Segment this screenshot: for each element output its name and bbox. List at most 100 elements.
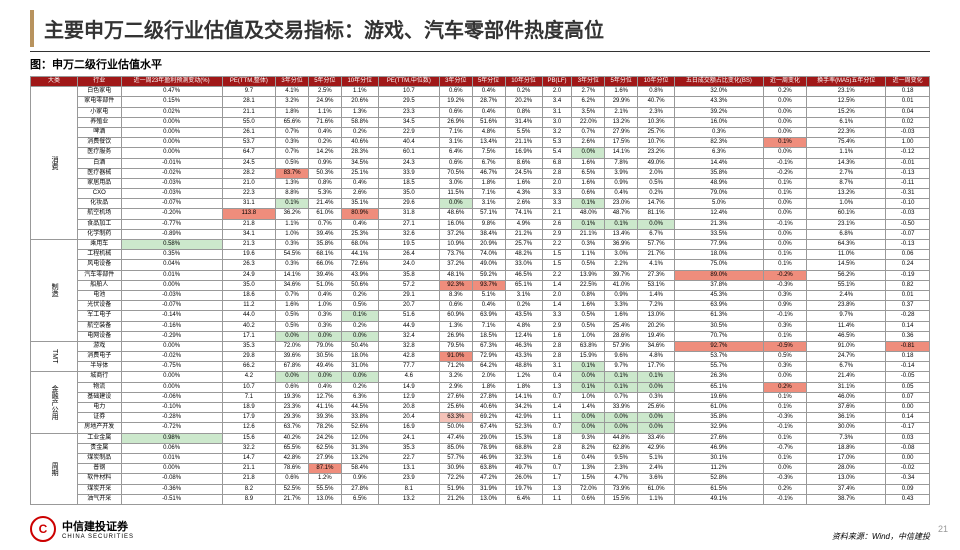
data-cell: 34.5 (378, 117, 439, 127)
data-cell: 55.0 (222, 117, 276, 127)
data-cell: 16.0% (675, 117, 764, 127)
data-cell: 普钢 (77, 464, 121, 474)
data-cell: 6.3% (341, 392, 378, 402)
data-cell: 22.3 (222, 189, 276, 199)
data-cell: 0.4% (472, 107, 505, 117)
data-cell: 1.1% (638, 494, 675, 504)
data-cell: 3.2% (439, 372, 472, 382)
data-cell: 47.4% (439, 433, 472, 443)
data-cell: 43.3% (675, 97, 764, 107)
data-cell: 10.7 (378, 87, 439, 97)
data-cell: 2.2% (605, 260, 638, 270)
data-cell: 0.2% (341, 382, 378, 392)
data-cell: 0.1% (638, 372, 675, 382)
data-cell: 11.2% (675, 464, 764, 474)
data-cell: 62.5% (308, 443, 341, 453)
data-cell: 0.02 (886, 117, 930, 127)
data-cell: 63.8% (572, 341, 605, 351)
data-cell: 2.0 (542, 290, 572, 300)
data-cell: -0.03% (121, 189, 222, 199)
data-cell: 57.2 (378, 280, 439, 290)
data-cell: 0.1% (605, 382, 638, 392)
data-cell: 2.6% (505, 199, 542, 209)
data-cell: 26.4 (378, 250, 439, 260)
data-cell: 0.18 (886, 87, 930, 97)
data-cell: 21.7% (276, 494, 309, 504)
data-cell: 9.5% (605, 453, 638, 463)
data-cell: 航空机场 (77, 209, 121, 219)
data-cell: 31.1 (222, 199, 276, 209)
data-cell: 2.7% (807, 168, 886, 178)
data-cell: 68.1% (308, 250, 341, 260)
data-cell: 0.0% (572, 148, 605, 158)
data-cell: 51.6% (472, 117, 505, 127)
data-cell: 0.15% (121, 97, 222, 107)
data-cell: 21.1 (222, 107, 276, 117)
data-cell: 0.35% (121, 250, 222, 260)
data-cell: 87.1% (308, 464, 341, 474)
data-cell: 37.8% (675, 280, 764, 290)
data-cell: 13.9% (572, 270, 605, 280)
data-cell: 0.03 (886, 433, 930, 443)
data-cell: 0.0% (341, 372, 378, 382)
data-cell: -0.5% (763, 341, 807, 351)
data-cell: 29.5 (378, 97, 439, 107)
data-cell: 0.8% (572, 290, 605, 300)
data-cell: 化学制药 (77, 229, 121, 239)
data-cell: 54.5% (276, 250, 309, 260)
data-cell: 0.00% (121, 138, 222, 148)
data-cell: 0.3% (763, 321, 807, 331)
data-cell: 0.00 (886, 403, 930, 413)
data-cell: 43.5% (505, 311, 542, 321)
category-cell: TMT (31, 341, 78, 372)
data-cell: 2.4% (638, 464, 675, 474)
data-cell: 75.4% (807, 138, 886, 148)
data-cell: CXO (77, 189, 121, 199)
data-cell: 0.0% (572, 372, 605, 382)
data-cell: -0.3% (763, 474, 807, 484)
data-cell: 63.3% (439, 413, 472, 423)
data-cell: -0.12 (886, 148, 930, 158)
data-cell: 80.9% (341, 209, 378, 219)
data-cell: 电网设备 (77, 331, 121, 341)
data-cell: 0.3% (638, 392, 675, 402)
data-cell: 啤酒 (77, 127, 121, 137)
data-cell: 40.7% (638, 97, 675, 107)
data-cell: -0.3% (763, 413, 807, 423)
data-cell: 0.0% (763, 372, 807, 382)
data-cell: 64.3% (807, 240, 886, 250)
data-cell: 1.6% (605, 311, 638, 321)
data-cell: 1.4% (572, 403, 605, 413)
data-cell: 0.4% (308, 290, 341, 300)
data-cell: 3.6% (638, 474, 675, 484)
data-cell: 13.2% (341, 453, 378, 463)
data-cell: -0.81 (886, 341, 930, 351)
data-cell: 0.1% (605, 372, 638, 382)
data-cell: 36.1% (807, 413, 886, 423)
data-cell: 11.2 (222, 301, 276, 311)
data-cell: 工业金属 (77, 433, 121, 443)
col-header: 10年分位 (638, 77, 675, 87)
data-cell: -0.1% (763, 494, 807, 504)
data-cell: 2.9 (542, 229, 572, 239)
data-cell: 1.4% (638, 290, 675, 300)
col-header: 5年分位 (472, 77, 505, 87)
data-cell: 79.5% (439, 341, 472, 351)
data-cell: 21.3 (222, 240, 276, 250)
data-cell: 4.7% (605, 474, 638, 484)
data-cell: 21.2% (439, 494, 472, 504)
data-cell: 72.0% (572, 484, 605, 494)
data-cell: 50.0% (439, 423, 472, 433)
data-cell: 11.0% (807, 250, 886, 260)
data-cell: 1.1% (572, 250, 605, 260)
data-cell: 17.9 (222, 413, 276, 423)
data-cell: 28.7% (472, 97, 505, 107)
data-cell: 27.9% (605, 127, 638, 137)
data-cell: 0.2% (308, 138, 341, 148)
data-cell: 72.6% (341, 260, 378, 270)
data-cell: 0.0% (763, 148, 807, 158)
data-cell: -0.72% (121, 423, 222, 433)
data-cell: 2.8 (542, 168, 572, 178)
data-cell: 26.3 (222, 260, 276, 270)
data-cell: -0.10 (886, 199, 930, 209)
